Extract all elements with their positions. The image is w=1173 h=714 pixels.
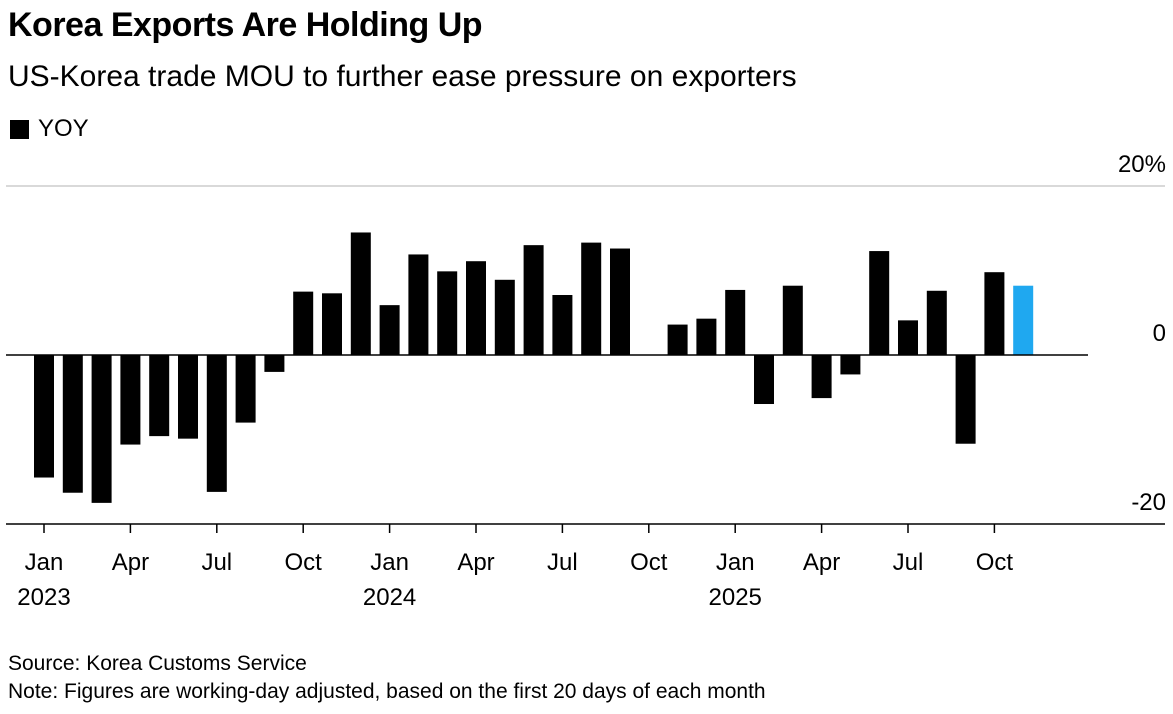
bar-2025-06 [869,251,890,355]
chart-subtitle: US-Korea trade MOU to further ease press… [8,60,797,93]
bar-2025-05 [840,355,861,375]
bar-2024-05 [494,279,515,355]
bar-2023-10 [293,291,314,355]
bar-2024-02 [408,254,429,355]
bar-2024-12 [696,318,717,355]
bar-2025-10 [984,272,1005,355]
x-year-label: 2024 [363,584,416,611]
bar-2025-08 [926,290,947,355]
y-tick-label: 20% [1118,151,1166,178]
x-tick-label: Jul [547,549,578,576]
bar-2023-01 [34,355,54,478]
bar-2024-03 [437,271,458,355]
x-tick-label: Oct [630,549,668,576]
bar-2025-04 [811,355,832,399]
bar-2023-06 [178,355,198,439]
bar-2023-04 [120,355,141,445]
bar-2023-02 [62,355,83,493]
x-tick-label: Jan [716,549,755,576]
x-year-label: 2025 [709,584,762,611]
legend-label: YOY [38,115,89,142]
bar-2023-03 [91,355,112,503]
bar-2025-11 [1013,285,1034,355]
x-tick-label: Jan [370,549,409,576]
bar-2024-01 [379,305,400,355]
x-tick-label: Jul [893,549,924,576]
x-tick-label: Oct [285,549,323,576]
legend-swatch [10,119,29,139]
bar-2024-04 [466,261,486,355]
y-tick-label: 0 [1153,320,1166,347]
bar-2024-09 [610,248,630,355]
source-note: Source: Korea Customs Service [8,652,307,675]
legend: YOY [10,115,89,143]
x-year-label: 2023 [17,584,70,611]
x-tick-label: Apr [457,549,494,576]
bar-2023-09 [264,355,285,372]
bar-2023-07 [206,355,227,492]
x-tick-label: Jan [25,549,64,576]
x-tick-label: Jul [201,549,232,576]
x-tick-label: Oct [976,549,1014,576]
bar-2025-01 [725,289,746,355]
y-tick-label: -20 [1131,489,1166,516]
bar-2023-12 [350,232,371,355]
bar-chart: 20% 0 -20 Jan 2023 Apr Jul Oct Jan 2024 Apr Jul Oct J… [6,151,1166,611]
bar-2025-07 [898,320,918,355]
bar-2023-05 [149,355,170,437]
bar-2024-06 [523,245,544,355]
x-tick-label: Apr [803,549,840,576]
bar-2025-09 [955,355,976,444]
bar-2024-08 [581,242,602,355]
bar-2023-08 [235,355,256,423]
bar-2025-02 [754,355,774,405]
bar-2023-11 [322,293,342,355]
bar-2025-03 [782,285,803,355]
bar-2024-07 [552,295,573,355]
footnote: Note: Figures are working-day adjusted, … [8,680,766,703]
x-tick-label: Apr [112,549,149,576]
bar-2024-11 [667,324,688,355]
chart-title: Korea Exports Are Holding Up [8,6,483,44]
